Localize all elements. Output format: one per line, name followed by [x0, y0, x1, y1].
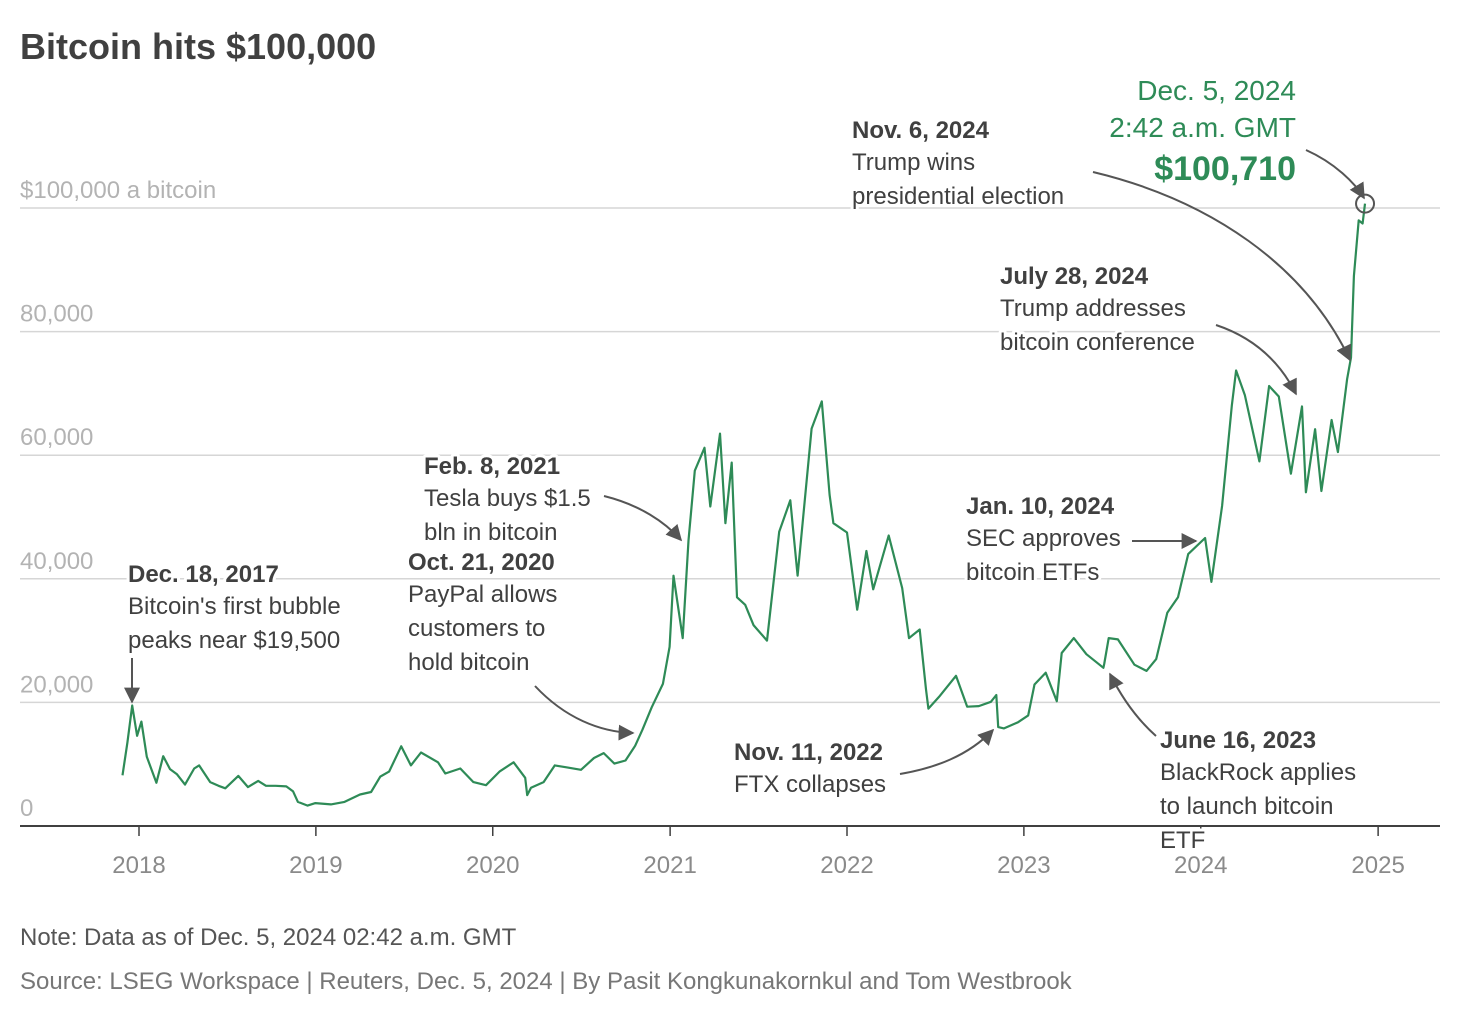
annotation-text: BlackRock applies: [1160, 759, 1356, 786]
annotation-text: presidential election: [852, 183, 1064, 210]
x-tick-label: 2018: [112, 852, 165, 879]
arrow-layer: [124, 149, 1365, 775]
annotation-arrow: [1092, 171, 1352, 362]
highlight-value: $100,710: [1154, 150, 1296, 188]
annotation-text: SEC approves: [966, 525, 1121, 552]
peak-marker-circle: [1355, 193, 1376, 214]
annotation-arrow: [1215, 324, 1297, 396]
annotation-2: Feb. 8, 2021 Tesla buys $1.5 bln in bitcoi…: [421, 450, 594, 549]
y-tick-label: 20,000: [20, 671, 93, 698]
x-tick-label: 2022: [820, 852, 873, 879]
annotation-arrow: [603, 495, 683, 542]
x-tick-label: 2019: [289, 852, 342, 879]
annotation-0: Dec. 18, 2017 Bitcoin's first bubble peaks…: [125, 558, 344, 657]
annotation-date: Oct. 21, 2020: [408, 549, 555, 576]
annotation-6: July 28, 2024 Trump addresses bitcoin conf…: [997, 260, 1198, 359]
annotation-text: bitcoin conference: [1000, 329, 1195, 356]
annotation-text: bitcoin ETFs: [966, 559, 1099, 586]
annotation-text: to launch bitcoin: [1160, 793, 1333, 820]
chart-title: Bitcoin hits $100,000: [20, 26, 377, 67]
label-layer: Dec. 18, 2017 Bitcoin's first bubble peaks…: [125, 75, 1359, 857]
price-line: [121, 203, 1367, 807]
annotation-date: Nov. 6, 2024: [852, 117, 990, 144]
annotation-date: July 28, 2024: [1000, 263, 1149, 290]
annotation-date: Feb. 8, 2021: [424, 453, 560, 480]
annotation-date: Nov. 11, 2022: [734, 739, 883, 766]
annotation-text: ETF: [1160, 827, 1205, 854]
annotation-5: Jan. 10, 2024 SEC approves bitcoin ETFs: [963, 490, 1124, 589]
x-tick-label: 2020: [466, 852, 519, 879]
annotation-text: hold bitcoin: [408, 649, 529, 676]
annotation-date: June 16, 2023: [1160, 727, 1316, 754]
annotation-1: Oct. 21, 2020 PayPal allows customers to ho…: [405, 546, 560, 679]
annotation-arrow: [899, 728, 995, 775]
annotation-text: bln in bitcoin: [424, 519, 557, 546]
x-tick-label: 2025: [1351, 852, 1404, 879]
annotation-7: Nov. 6, 2024 Trump wins presidential elect…: [849, 114, 1067, 213]
line-layer: [121, 193, 1376, 807]
chart-note: Note: Data as of Dec. 5, 2024 02:42 a.m.…: [20, 924, 517, 951]
annotation-arrow: [534, 685, 635, 741]
y-tick-label: $100,000 a bitcoin: [20, 177, 216, 204]
y-tick-label: 60,000: [20, 424, 93, 451]
grid-layer: 0 20,000 40,000 60,000 80,000 $100,000 a bitc…: [20, 177, 1440, 879]
annotation-text: Tesla buys $1.5: [424, 485, 591, 512]
annotation-arrow: [1109, 672, 1157, 737]
x-tick-label: 2023: [997, 852, 1050, 879]
y-tick-label: 80,000: [20, 301, 93, 328]
annotation-3: Nov. 11, 2022 FTX collapses: [731, 736, 889, 801]
highlight-time: 2:42 a.m. GMT: [1109, 112, 1296, 143]
annotation-text: customers to: [408, 615, 545, 642]
chart-source: Source: LSEG Workspace | Reuters, Dec. 5…: [20, 968, 1072, 995]
y-tick-label: 40,000: [20, 548, 93, 575]
annotation-date: Jan. 10, 2024: [966, 493, 1115, 520]
annotation-text: Trump wins: [852, 149, 975, 176]
x-tick-label: 2024: [1174, 852, 1227, 879]
annotation-text: Bitcoin's first bubble: [128, 593, 341, 620]
annotation-text: peaks near $19,500: [128, 627, 340, 654]
annotation-4: June 16, 2023 BlackRock applies to launch …: [1157, 724, 1359, 857]
annotation-text: PayPal allows: [408, 581, 557, 608]
annotation-text: FTX collapses: [734, 771, 886, 798]
annotation-arrow: [1305, 149, 1365, 200]
annotation-text: Trump addresses: [1000, 295, 1186, 322]
annotation-date: Dec. 18, 2017: [128, 561, 279, 588]
highlight-label: Dec. 5, 2024 2:42 a.m. GMT $100,710: [1109, 75, 1296, 188]
y-tick-label: 0: [20, 795, 33, 822]
highlight-date: Dec. 5, 2024: [1137, 75, 1296, 106]
x-tick-label: 2021: [643, 852, 696, 879]
